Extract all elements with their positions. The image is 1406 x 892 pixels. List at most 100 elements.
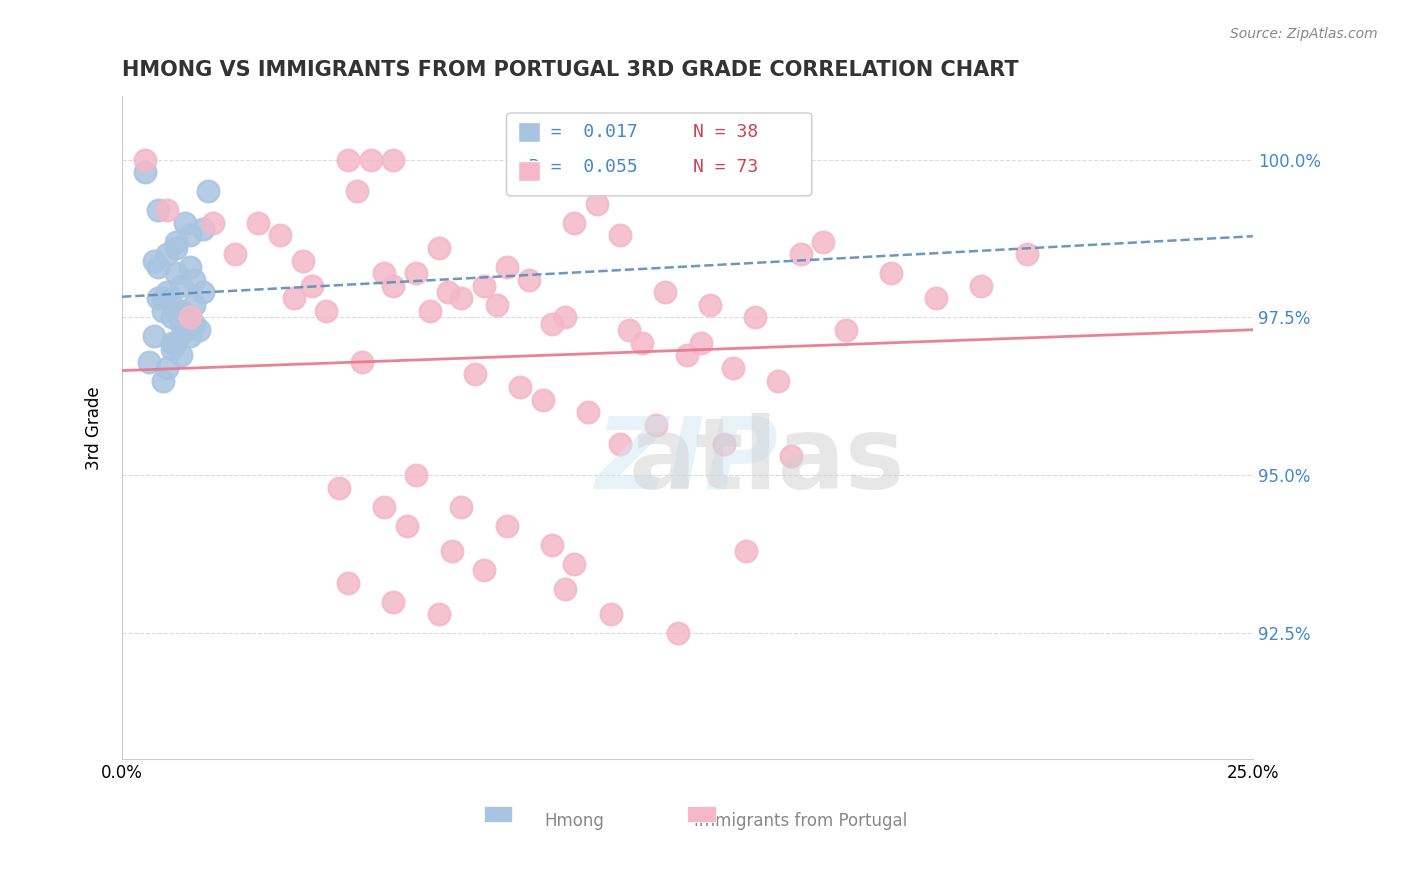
Point <box>744 310 766 325</box>
Text: Immigrants from Portugal: Immigrants from Portugal <box>695 813 907 830</box>
Point <box>283 292 305 306</box>
Point <box>269 228 291 243</box>
Point <box>654 285 676 300</box>
Text: R =  0.055: R = 0.055 <box>529 158 638 176</box>
Point <box>509 380 531 394</box>
Point <box>160 310 183 325</box>
Point <box>735 544 758 558</box>
Point <box>156 285 179 300</box>
Text: Hmong: Hmong <box>544 813 605 830</box>
Point <box>766 374 789 388</box>
Point <box>564 557 586 571</box>
Point <box>315 304 337 318</box>
Point <box>193 222 215 236</box>
Point <box>880 266 903 280</box>
FancyBboxPatch shape <box>688 805 716 822</box>
Point <box>419 304 441 318</box>
Point <box>427 241 450 255</box>
Point <box>789 247 811 261</box>
Point <box>152 292 174 306</box>
FancyBboxPatch shape <box>484 805 512 822</box>
Text: R =  0.055: R = 0.055 <box>529 156 638 174</box>
Point <box>148 260 170 274</box>
Text: R =  0.017: R = 0.017 <box>529 123 638 141</box>
Point <box>165 266 187 280</box>
Point <box>360 153 382 167</box>
Point <box>142 329 165 343</box>
Point <box>152 374 174 388</box>
Text: N = 38: N = 38 <box>688 123 752 141</box>
Point <box>554 310 576 325</box>
Point <box>373 266 395 280</box>
Text: HMONG VS IMMIGRANTS FROM PORTUGAL 3RD GRADE CORRELATION CHART: HMONG VS IMMIGRANTS FROM PORTUGAL 3RD GR… <box>122 60 1019 79</box>
Y-axis label: 3rd Grade: 3rd Grade <box>86 386 103 470</box>
Point <box>713 436 735 450</box>
Text: atlas: atlas <box>628 413 905 509</box>
Point <box>160 335 183 350</box>
Point <box>450 292 472 306</box>
Point <box>152 304 174 318</box>
Point <box>617 323 640 337</box>
Point <box>165 335 187 350</box>
Point <box>531 392 554 407</box>
Text: N = 73: N = 73 <box>693 158 758 176</box>
Point <box>699 298 721 312</box>
Point <box>780 450 803 464</box>
Point <box>165 235 187 249</box>
Point <box>495 260 517 274</box>
Point <box>382 594 405 608</box>
Point <box>170 348 193 362</box>
Point <box>174 216 197 230</box>
Point <box>160 342 183 356</box>
Point <box>179 228 201 243</box>
Point <box>495 518 517 533</box>
Point <box>835 323 858 337</box>
Text: Source: ZipAtlas.com: Source: ZipAtlas.com <box>1230 27 1378 41</box>
Point <box>156 203 179 218</box>
Point <box>179 329 201 343</box>
Point <box>174 323 197 337</box>
Text: ZIP: ZIP <box>596 413 779 509</box>
Point <box>193 285 215 300</box>
Point <box>436 285 458 300</box>
Point <box>170 304 193 318</box>
Point <box>197 184 219 198</box>
Point <box>156 247 179 261</box>
Point <box>564 216 586 230</box>
Point <box>631 335 654 350</box>
Point <box>179 310 201 325</box>
Point <box>179 260 201 274</box>
Text: R =  0.017: R = 0.017 <box>529 123 638 141</box>
Point <box>350 354 373 368</box>
Point <box>346 184 368 198</box>
Point <box>441 544 464 558</box>
Point <box>138 354 160 368</box>
Point <box>170 278 193 293</box>
Point <box>148 292 170 306</box>
Point <box>576 405 599 419</box>
Point <box>668 626 690 640</box>
FancyBboxPatch shape <box>517 121 540 142</box>
Point <box>676 348 699 362</box>
Point <box>405 266 427 280</box>
Point <box>187 323 209 337</box>
Text: N = 73: N = 73 <box>688 156 752 174</box>
Point <box>464 368 486 382</box>
Point <box>183 317 205 331</box>
Point <box>395 518 418 533</box>
Point <box>328 481 350 495</box>
Point <box>427 607 450 622</box>
Point <box>721 361 744 376</box>
Point <box>554 582 576 596</box>
Point <box>246 216 269 230</box>
Point <box>382 278 405 293</box>
Point <box>224 247 246 261</box>
Point <box>1015 247 1038 261</box>
Point <box>291 253 314 268</box>
Point <box>970 278 993 293</box>
Point <box>156 361 179 376</box>
Point <box>165 241 187 255</box>
Point <box>472 278 495 293</box>
Point <box>540 538 562 552</box>
Point <box>517 272 540 286</box>
